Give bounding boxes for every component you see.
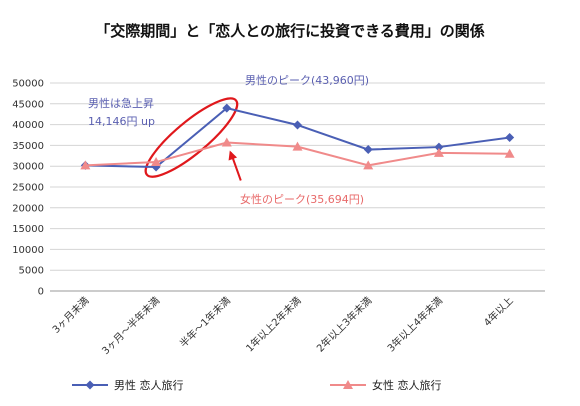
y-tick-label: 50000 — [12, 79, 44, 90]
legend-marker — [85, 380, 95, 390]
x-tick-label: 1年以上2年未満 — [243, 294, 304, 355]
arrow-head — [228, 150, 238, 161]
data-point-female — [433, 147, 444, 157]
x-tick-label: 3ヶ月未満 — [50, 295, 91, 336]
annotation-layer: 男性のピーク(43,960円) 男性は急上昇 14,146円 up 女性のピーク… — [88, 73, 369, 206]
annotation-male-rise: 男性は急上昇 — [88, 96, 154, 110]
data-point-female — [80, 160, 91, 170]
data-point-female — [363, 160, 374, 170]
legend: 男性 恋人旅行 女性 恋人旅行 — [72, 378, 442, 392]
x-tick-label: 半年～1年未満 — [177, 294, 233, 350]
y-tick-label: 35000 — [12, 141, 44, 152]
y-tick-label: 0 — [38, 287, 44, 298]
x-tick-label: 2年以上3年未満 — [314, 294, 375, 355]
chart-title: 「交際期間」と「恋人との旅行に投資できる費用」の関係 — [95, 22, 485, 40]
data-point-male — [363, 145, 373, 155]
data-point-female — [151, 157, 162, 167]
y-tick-label: 40000 — [12, 120, 44, 131]
data-point-female — [292, 141, 303, 151]
y-tick-label: 10000 — [12, 245, 44, 256]
annotation-male-peak: 男性のピーク(43,960円) — [245, 73, 369, 87]
annotation-female-peak: 女性のピーク(35,694円) — [240, 192, 364, 206]
legend-marker — [343, 380, 353, 389]
data-point-male — [222, 103, 232, 113]
x-tick-label: 3ヶ月～半年未満 — [99, 294, 162, 357]
data-point-male — [505, 132, 515, 142]
y-axis-ticks: 0 5000 10000 15000 20000 25000 30000 35000 40000… — [12, 79, 44, 298]
series-layer — [80, 103, 515, 172]
y-tick-label: 20000 — [12, 203, 44, 214]
x-axis-ticks: 3ヶ月未満 3ヶ月～半年未満 半年～1年未満 1年以上2年未満 2年以上3年未満 3年以上… — [50, 294, 516, 357]
y-tick-label: 30000 — [12, 162, 44, 173]
y-tick-label: 45000 — [12, 99, 44, 110]
y-tick-label: 15000 — [12, 224, 44, 235]
data-point-male — [293, 120, 302, 130]
annotation-male-rise-amount: 14,146円 up — [88, 115, 155, 128]
y-tick-label: 5000 — [19, 266, 44, 277]
x-tick-label: 4年以上 — [481, 294, 516, 329]
y-tick-label: 25000 — [12, 183, 44, 194]
data-point-female — [504, 148, 515, 158]
legend-label-female: 女性 恋人旅行 — [372, 378, 442, 392]
data-point-female — [221, 137, 232, 147]
x-tick-label: 3年以上4年未満 — [384, 294, 445, 355]
data-point-male — [434, 142, 444, 152]
legend-label-male: 男性 恋人旅行 — [114, 378, 184, 392]
